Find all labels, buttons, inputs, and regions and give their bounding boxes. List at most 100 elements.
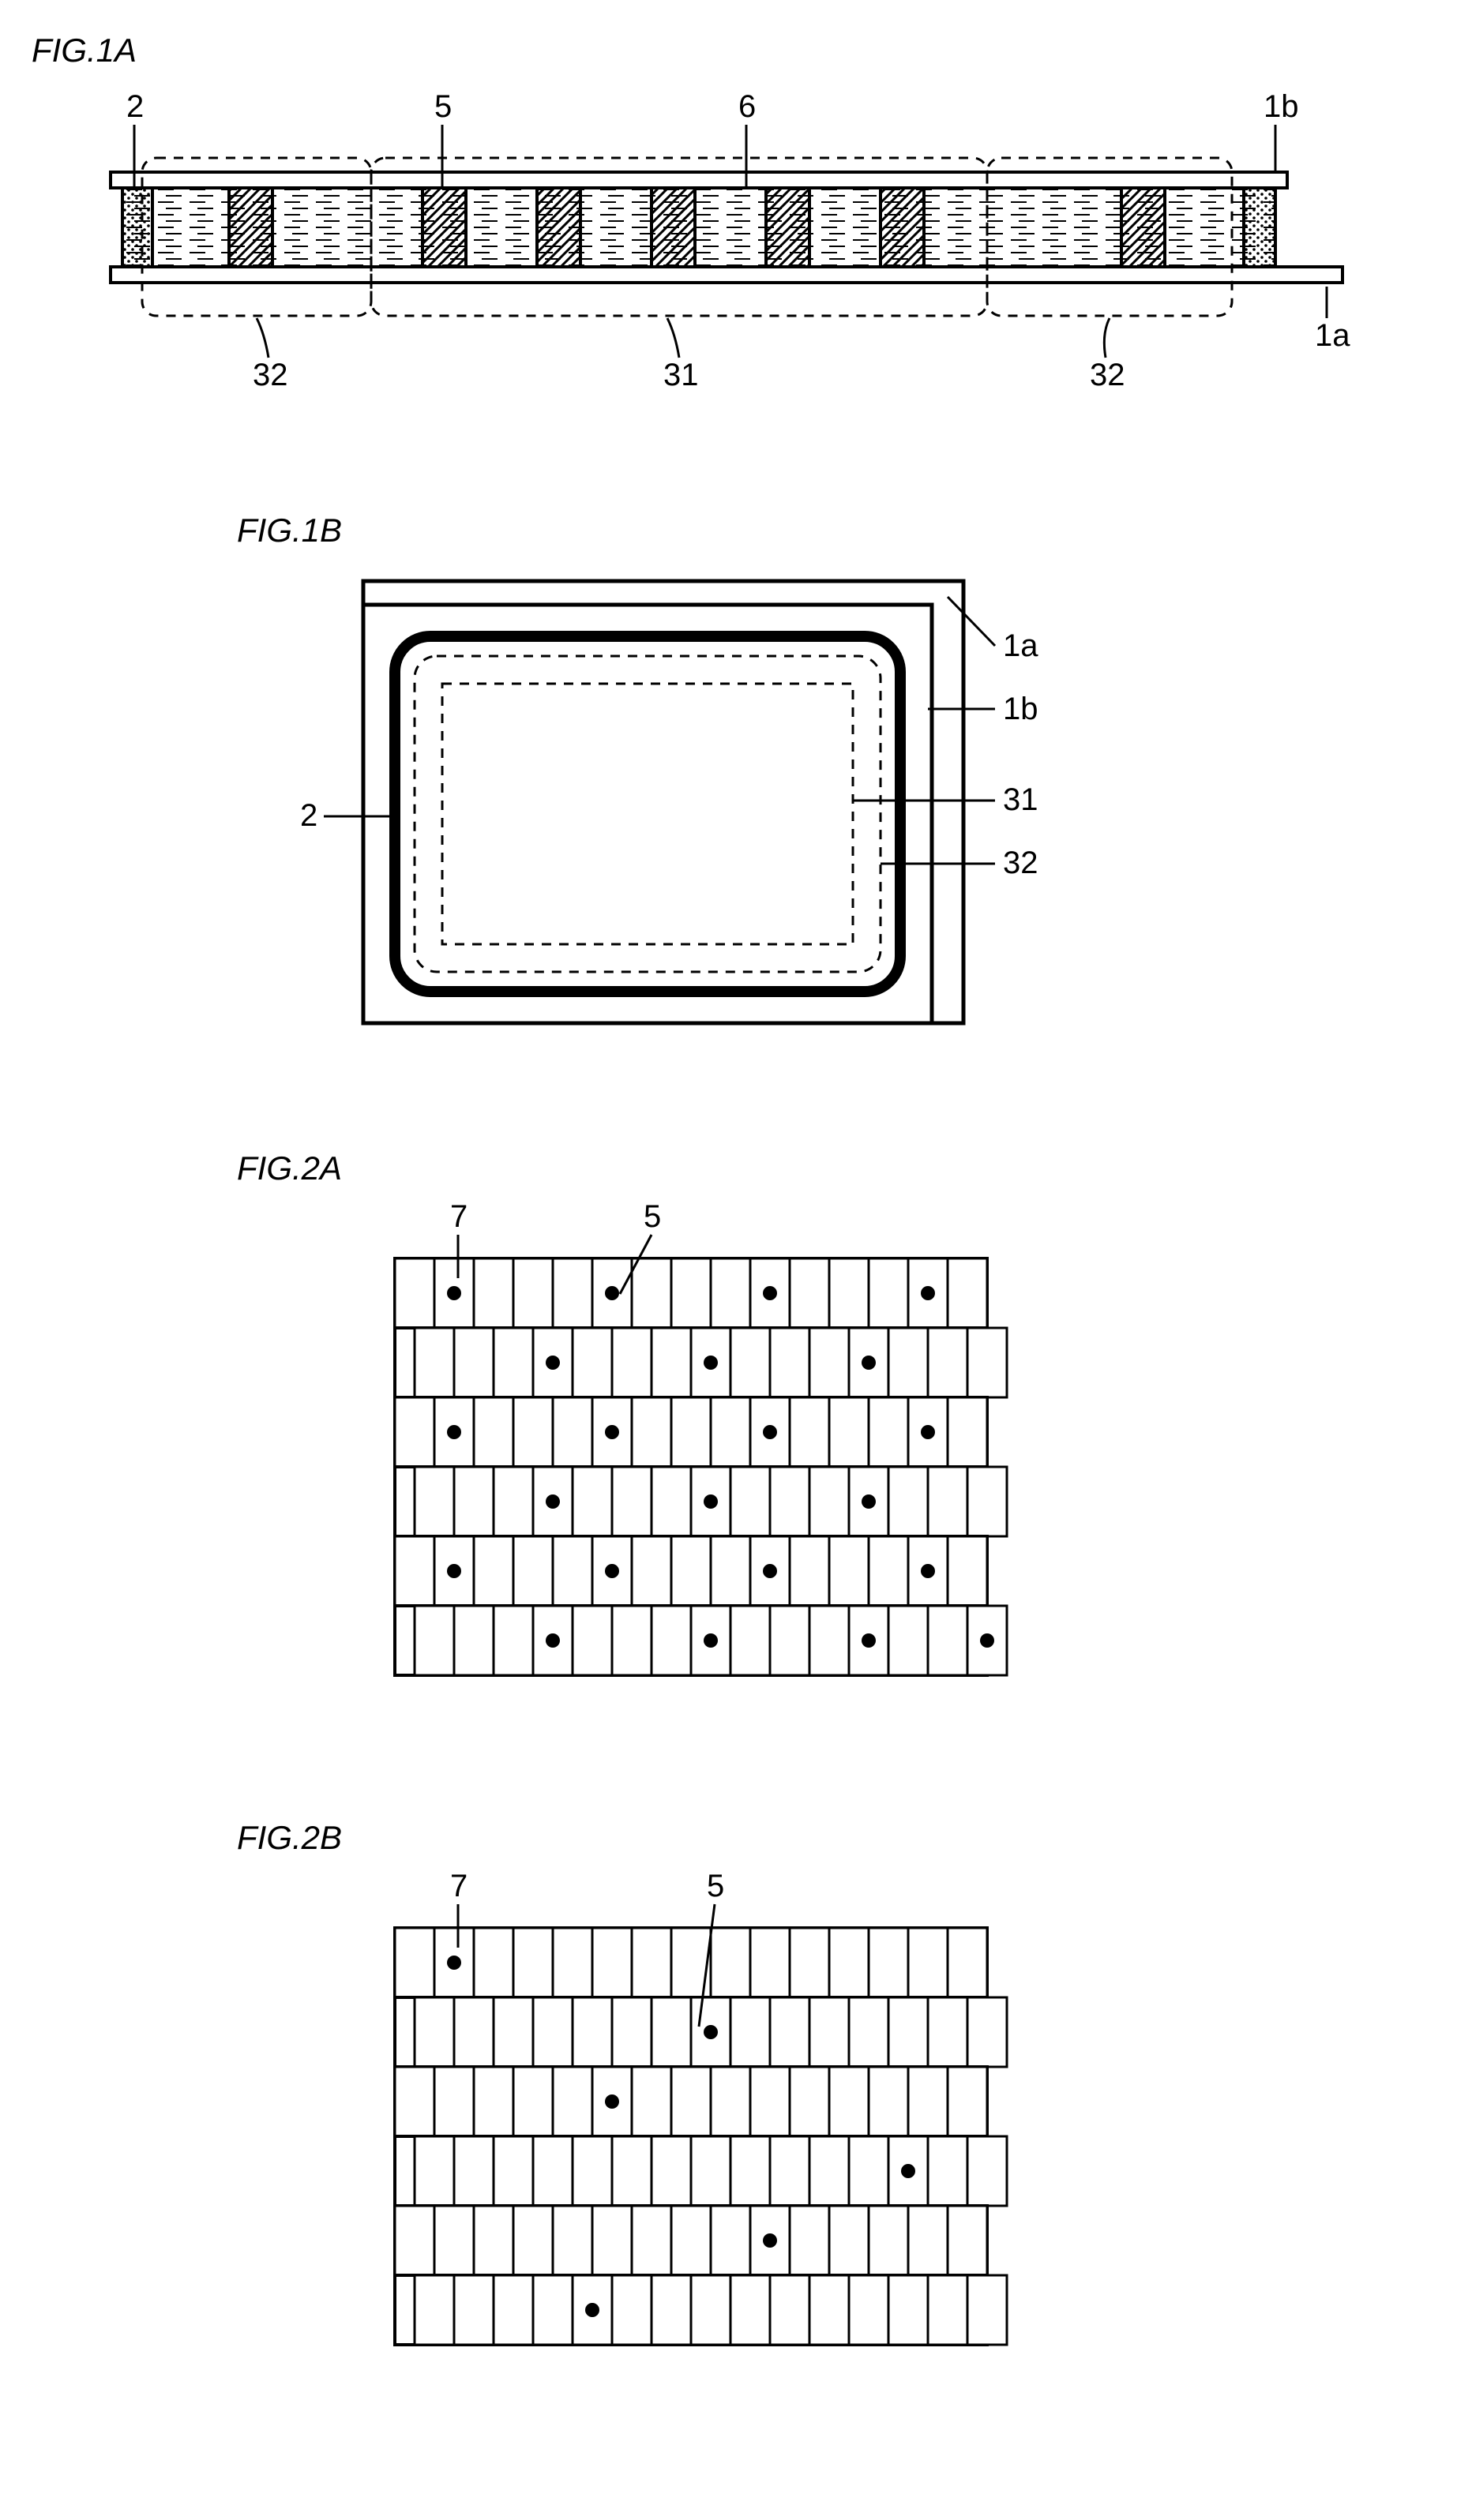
grid-cell: [415, 1467, 454, 1536]
grid-cell: [730, 1328, 770, 1397]
spacer-dot: [704, 2025, 718, 2039]
grid-cell: [494, 1606, 533, 1675]
grid-cell: [671, 1397, 711, 1467]
fig-2a-label: FIG.2A: [237, 1149, 1457, 1187]
grid-cell: [829, 1928, 869, 1997]
fig2a-grid: [395, 1258, 1007, 1675]
spacer-dot: [763, 2233, 777, 2248]
grid-cell: [730, 2136, 770, 2206]
grid-cell: [967, 2275, 1007, 2345]
spacer-dot: [605, 2094, 619, 2109]
spacer-dot: [901, 2164, 915, 2178]
grid-cell: [553, 2067, 592, 2136]
grid-cell: [948, 1536, 987, 1606]
grid-cell: [454, 1606, 494, 1675]
seal-left: [122, 188, 152, 267]
grid-cell: [592, 1928, 632, 1997]
spacer-dot: [704, 1633, 718, 1648]
grid-cell: [770, 2136, 809, 2206]
callout-2: 2: [300, 798, 317, 833]
grid-cell: [395, 2206, 434, 2275]
grid-cell: [652, 2136, 691, 2206]
spacer-dot: [546, 1633, 560, 1648]
grid-cell: [809, 2136, 849, 2206]
grid-cell: [652, 1467, 691, 1536]
grid-cell: [691, 2136, 730, 2206]
grid-cell: [494, 1328, 533, 1397]
grid-cell: [415, 1997, 454, 2067]
grid-cell: [573, 1467, 612, 1536]
grid-cell: [967, 1328, 1007, 1397]
grid-cell: [829, 1258, 869, 1328]
grid-cell: [849, 2275, 888, 2345]
grid-cell: [533, 2136, 573, 2206]
grid-cell: [849, 1997, 888, 2067]
grid-cell: [790, 1536, 829, 1606]
grid-cell: [395, 1397, 434, 1467]
spacer-dot: [447, 1956, 461, 1970]
grid-cell: [711, 1258, 750, 1328]
grid-cell: [415, 1606, 454, 1675]
spacer-dot: [605, 1425, 619, 1439]
grid-cell: [888, 1997, 928, 2067]
grid-cell: [770, 1606, 809, 1675]
grid-cell: [632, 2206, 671, 2275]
grid-cell: [750, 1928, 790, 1997]
grid-cell: [553, 1397, 592, 1467]
grid-cell: [908, 1928, 948, 1997]
grid-cell: [967, 1467, 1007, 1536]
callout-1a: 1a: [1315, 318, 1350, 353]
grid-cell: [869, 1928, 908, 1997]
bottom-plate-1a: [111, 267, 1342, 283]
grid-cell: [711, 1536, 750, 1606]
spacer-dot: [763, 1286, 777, 1300]
callout-1b: 1b: [1264, 89, 1299, 124]
fig-1b-svg: 1a 1b 31 32 2: [237, 565, 1342, 1055]
callout-1a: 1a: [1003, 628, 1038, 663]
grid-cell: [711, 1397, 750, 1467]
grid-cell: [671, 1536, 711, 1606]
grid-cell: [711, 1928, 750, 1997]
grid-cell: [513, 2206, 553, 2275]
grid-cell: [809, 2275, 849, 2345]
grid-cell: [829, 1536, 869, 1606]
fig-2b-svg: 7 5: [347, 1873, 1137, 2394]
grid-cell: [632, 1258, 671, 1328]
fig-1a-label: FIG.1A: [32, 32, 1457, 69]
spacer-dot: [585, 2303, 599, 2317]
grid-cell: [415, 2136, 454, 2206]
grid-cell: [533, 1997, 573, 2067]
grid-cell: [573, 1328, 612, 1397]
grid-cell: [730, 1606, 770, 1675]
grid-cell: [928, 1606, 967, 1675]
figure-1b: FIG.1B 1a 1b 31 32 2: [32, 512, 1457, 1055]
grid-cell: [888, 1328, 928, 1397]
grid-cell: [434, 2067, 474, 2136]
grid-cell: [474, 1397, 513, 1467]
grid-cell: [395, 1928, 434, 1997]
grid-cell: [454, 1328, 494, 1397]
grid-cell: [809, 1328, 849, 1397]
grid-cell: [770, 1997, 809, 2067]
grid-cell: [553, 1258, 592, 1328]
grid-cell: [829, 2206, 869, 2275]
fig-1b-label: FIG.1B: [237, 512, 1457, 549]
grid-cell: [632, 1397, 671, 1467]
spacer-dot: [921, 1425, 935, 1439]
grid-cell: [494, 1997, 533, 2067]
seal-right: [1244, 188, 1275, 267]
spacer-dot: [862, 1633, 876, 1648]
grid-cell: [928, 1328, 967, 1397]
grid-cell: [790, 1397, 829, 1467]
grid-cell: [494, 1467, 533, 1536]
grid-cell: [809, 1467, 849, 1536]
grid-cell: [652, 1997, 691, 2067]
grid-cell: [474, 1536, 513, 1606]
spacer-dot: [921, 1286, 935, 1300]
grid-cell: [829, 2067, 869, 2136]
spacer-dot: [605, 1286, 619, 1300]
callout-5: 5: [644, 1203, 661, 1234]
grid-cell: [730, 2275, 770, 2345]
callout-2: 2: [126, 89, 144, 124]
grid-cell: [573, 1997, 612, 2067]
